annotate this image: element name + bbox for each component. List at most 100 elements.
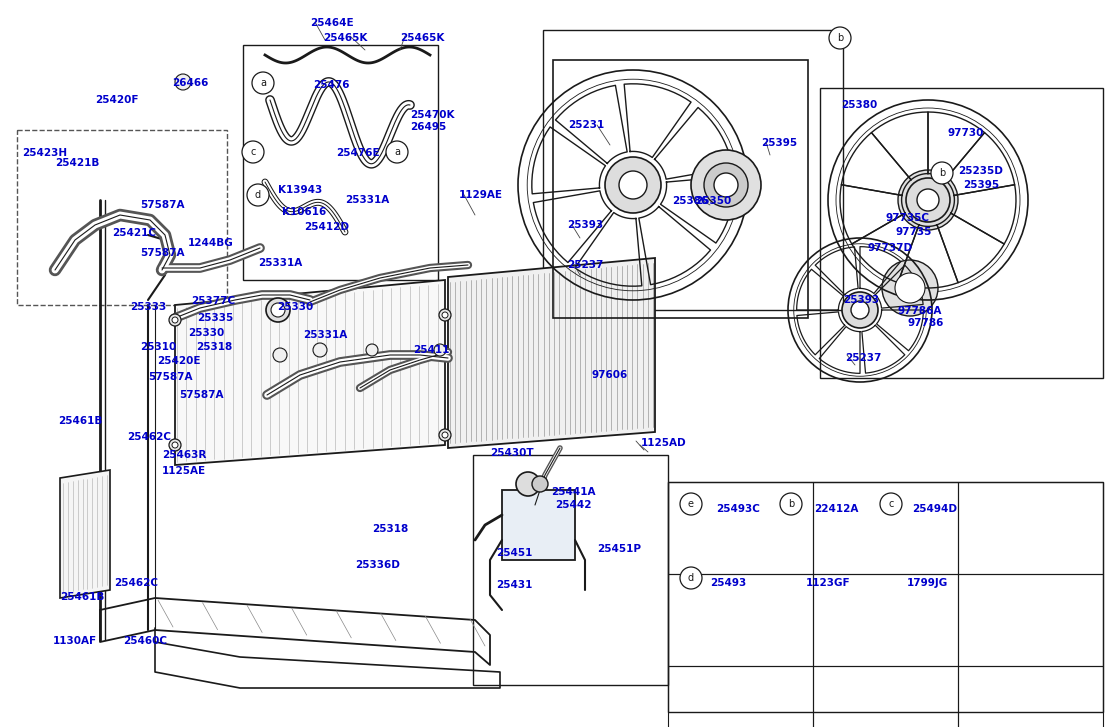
Text: 25420E: 25420E xyxy=(157,356,200,366)
Circle shape xyxy=(842,292,878,328)
Text: 25464E: 25464E xyxy=(310,18,353,28)
Circle shape xyxy=(714,173,738,197)
Bar xyxy=(17,130,227,305)
Text: 25331A: 25331A xyxy=(258,258,302,268)
Bar xyxy=(958,482,1103,574)
Circle shape xyxy=(252,72,274,94)
Circle shape xyxy=(898,170,958,230)
Bar xyxy=(813,574,958,666)
Text: 1125AE: 1125AE xyxy=(162,466,207,476)
Text: 26466: 26466 xyxy=(172,78,209,88)
Circle shape xyxy=(439,309,451,321)
Text: 57587A: 57587A xyxy=(140,248,184,258)
Text: 25336D: 25336D xyxy=(356,560,400,570)
Text: 25310: 25310 xyxy=(140,342,177,352)
Text: 97737D: 97737D xyxy=(868,243,913,253)
Text: 25421C: 25421C xyxy=(112,228,156,238)
Text: 25330: 25330 xyxy=(277,302,313,312)
Circle shape xyxy=(532,476,548,492)
Text: 97606: 97606 xyxy=(592,370,628,380)
Circle shape xyxy=(271,303,286,317)
Bar xyxy=(473,455,668,685)
Text: 25377C: 25377C xyxy=(191,296,236,306)
Text: 25412D: 25412D xyxy=(304,222,349,232)
Circle shape xyxy=(169,314,181,326)
Text: 25395: 25395 xyxy=(963,180,999,190)
Text: 25465K: 25465K xyxy=(323,33,368,43)
Bar xyxy=(668,574,813,666)
Circle shape xyxy=(829,27,851,49)
Text: 25431: 25431 xyxy=(496,580,532,590)
Text: 25462C: 25462C xyxy=(127,432,171,442)
Text: 25231: 25231 xyxy=(568,120,604,130)
Circle shape xyxy=(880,493,902,515)
Text: 25465K: 25465K xyxy=(400,33,444,43)
Bar xyxy=(813,482,958,574)
Bar xyxy=(243,45,438,280)
Text: 1799JG: 1799JG xyxy=(907,578,949,588)
Text: 22412A: 22412A xyxy=(814,504,859,514)
Text: a: a xyxy=(394,147,400,157)
Text: 25493C: 25493C xyxy=(715,504,760,514)
Text: c: c xyxy=(889,499,893,509)
Bar xyxy=(668,482,1103,712)
Text: a: a xyxy=(260,78,266,88)
Text: 97735C: 97735C xyxy=(885,213,929,223)
Circle shape xyxy=(439,429,451,441)
Text: 25461B: 25461B xyxy=(60,592,104,602)
Circle shape xyxy=(680,493,702,515)
Text: 97735: 97735 xyxy=(895,227,931,237)
Text: 25331A: 25331A xyxy=(303,330,348,340)
Circle shape xyxy=(851,301,869,319)
Bar xyxy=(958,574,1103,666)
Text: b: b xyxy=(939,168,945,178)
Text: 57587A: 57587A xyxy=(148,372,192,382)
Circle shape xyxy=(917,189,939,211)
Text: 25411: 25411 xyxy=(413,345,449,355)
Circle shape xyxy=(176,74,191,90)
Circle shape xyxy=(780,493,802,515)
Text: 25451P: 25451P xyxy=(597,544,641,554)
Bar xyxy=(668,482,813,574)
Circle shape xyxy=(691,150,761,220)
Text: 26495: 26495 xyxy=(410,122,447,132)
Text: 25237: 25237 xyxy=(567,260,603,270)
Text: 25463R: 25463R xyxy=(162,450,207,460)
Text: 25470K: 25470K xyxy=(410,110,454,120)
Text: b: b xyxy=(837,33,843,43)
Text: 25430T: 25430T xyxy=(490,448,533,458)
Text: 25386: 25386 xyxy=(672,196,708,206)
Bar xyxy=(820,88,1103,378)
Text: b: b xyxy=(788,499,794,509)
Text: 25420F: 25420F xyxy=(96,95,139,105)
Circle shape xyxy=(680,567,702,589)
Circle shape xyxy=(442,312,448,318)
Circle shape xyxy=(442,432,448,438)
Text: d: d xyxy=(254,190,261,200)
Text: 25235D: 25235D xyxy=(958,166,1003,176)
Text: 1244BG: 1244BG xyxy=(188,238,233,248)
Polygon shape xyxy=(448,258,655,448)
Text: 25380: 25380 xyxy=(841,100,878,110)
Text: 25333: 25333 xyxy=(130,302,167,312)
Circle shape xyxy=(172,317,178,323)
Circle shape xyxy=(704,163,748,207)
Text: 25494D: 25494D xyxy=(912,504,957,514)
Circle shape xyxy=(313,343,327,357)
Text: 1125AD: 1125AD xyxy=(641,438,687,448)
Text: 25331A: 25331A xyxy=(346,195,389,205)
Text: 25441A: 25441A xyxy=(551,487,595,497)
Text: 25318: 25318 xyxy=(196,342,232,352)
Circle shape xyxy=(266,298,290,322)
Text: 97730: 97730 xyxy=(947,128,983,138)
Circle shape xyxy=(273,348,287,362)
Text: 25442: 25442 xyxy=(556,500,591,510)
Text: 25462C: 25462C xyxy=(114,578,158,588)
Text: 25421B: 25421B xyxy=(56,158,99,168)
Text: 25393: 25393 xyxy=(567,220,603,230)
Text: c: c xyxy=(250,147,256,157)
Polygon shape xyxy=(60,470,110,598)
Text: 25460C: 25460C xyxy=(123,636,167,646)
Circle shape xyxy=(172,442,178,448)
Circle shape xyxy=(366,344,378,356)
